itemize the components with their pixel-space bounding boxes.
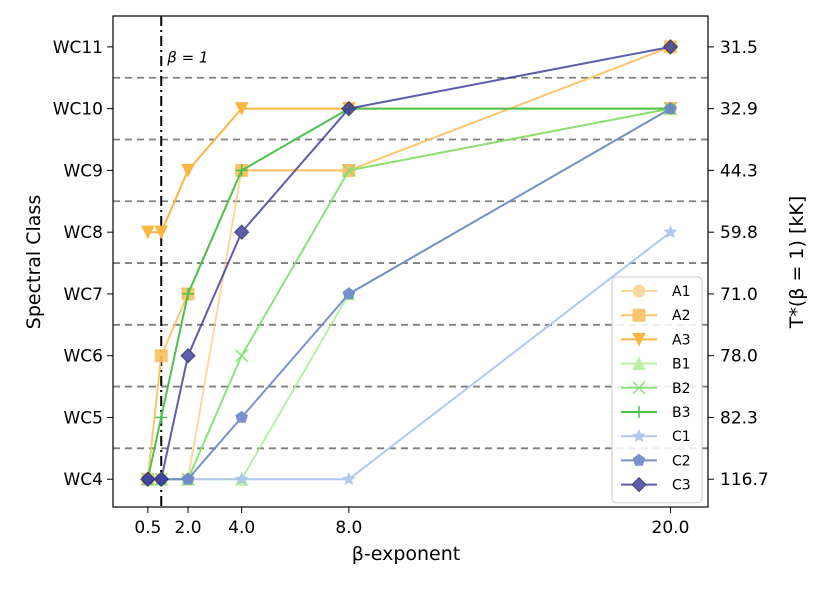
data-point-c3 bbox=[180, 347, 196, 364]
grid-lines bbox=[113, 76, 708, 450]
data-point-c2 bbox=[342, 287, 356, 300]
data-point-c2 bbox=[181, 472, 195, 485]
legend-marker bbox=[632, 428, 646, 443]
x-axis-label: β-exponent bbox=[352, 543, 461, 565]
legend-entry-c2 bbox=[621, 453, 657, 466]
data-point-c2 bbox=[664, 101, 677, 114]
data-point-c3 bbox=[233, 224, 250, 240]
y-tick-label-left: WC6 bbox=[64, 347, 104, 367]
y-tick-label-right: 59.8 bbox=[720, 223, 758, 243]
data-point-a3 bbox=[154, 225, 169, 240]
legend-label: A2 bbox=[672, 308, 690, 324]
y-tick-label-right: 31.5 bbox=[720, 38, 758, 58]
legend-label: B2 bbox=[672, 381, 691, 397]
series-line-a3 bbox=[147, 107, 671, 234]
series-b3 bbox=[141, 102, 677, 486]
data-point-a3 bbox=[234, 102, 249, 116]
left-axis-ticks: WC4 WC5 WC6 WC7 WC8 WC9 WC10 WC11 bbox=[53, 38, 113, 490]
data-point-c1 bbox=[234, 471, 249, 486]
plot-frame bbox=[112, 15, 709, 508]
data-point-a3 bbox=[181, 163, 195, 178]
legend-label: C3 bbox=[672, 478, 691, 494]
data-point-c1 bbox=[663, 224, 678, 239]
legend-entry-a2 bbox=[621, 308, 657, 322]
x-tick-label: 2.0 bbox=[175, 518, 202, 538]
legend-marker bbox=[632, 284, 646, 298]
series-a1 bbox=[141, 102, 677, 486]
data-point-c3 bbox=[662, 39, 679, 55]
legend: A1 A2 A3 B1 B2 B3 C1 C2 C3 bbox=[611, 276, 703, 504]
legend-label: B1 bbox=[672, 357, 691, 373]
y-tick-label-left: WC4 bbox=[64, 470, 104, 490]
data-point-b3 bbox=[182, 287, 195, 300]
series-group bbox=[140, 39, 679, 487]
legend-entry-c3 bbox=[621, 476, 657, 493]
series-line-c2 bbox=[147, 107, 671, 481]
x-tick-label: 4.0 bbox=[228, 518, 255, 538]
series-line-b3 bbox=[146, 107, 671, 480]
data-point-b3 bbox=[155, 411, 168, 424]
legend-marker bbox=[633, 406, 645, 418]
y-tick-label-left: WC7 bbox=[64, 285, 104, 305]
legend-entry-b1 bbox=[621, 356, 657, 371]
data-point-a3 bbox=[141, 225, 155, 240]
series-line-b1 bbox=[147, 107, 671, 481]
data-point-b3 bbox=[235, 164, 248, 177]
series-b1 bbox=[141, 101, 678, 486]
data-point-c3 bbox=[341, 100, 357, 117]
legend-entry-b2 bbox=[621, 381, 657, 395]
data-point-b2 bbox=[342, 163, 356, 177]
y-tick-label-right: 78.0 bbox=[720, 347, 758, 367]
x-tick-label: 0.5 bbox=[134, 518, 161, 538]
legend-label: A3 bbox=[672, 332, 690, 348]
y-tick-label-right: 116.7 bbox=[720, 470, 769, 490]
legend-label: A1 bbox=[672, 284, 690, 300]
data-point-c1 bbox=[341, 471, 356, 486]
legend-label: B3 bbox=[672, 405, 691, 421]
y-tick-label-left: WC8 bbox=[64, 223, 104, 243]
legend-entry-a3 bbox=[621, 332, 657, 347]
series-b2 bbox=[141, 102, 678, 486]
legend-entry-c1 bbox=[621, 428, 657, 443]
legend-marker bbox=[632, 356, 646, 371]
y-tick-label-right: 44.3 bbox=[720, 161, 758, 181]
right-axis-ticks: 116.7 82.3 78.0 71.0 59.8 44.3 32.9 31.5 bbox=[708, 38, 769, 490]
legend-marker bbox=[632, 308, 646, 322]
y-tick-label-right: 71.0 bbox=[720, 285, 758, 305]
y-tick-label-left: WC5 bbox=[64, 408, 104, 428]
legend-marker bbox=[632, 332, 646, 347]
data-point-c2 bbox=[235, 410, 248, 423]
legend-label: C1 bbox=[672, 429, 691, 445]
x-tick-label: 20.0 bbox=[652, 518, 690, 538]
series-line-b2 bbox=[147, 107, 671, 481]
series-c3 bbox=[140, 39, 679, 487]
legend-marker bbox=[631, 476, 647, 493]
x-tick-label: 8.0 bbox=[335, 518, 362, 538]
data-point-c3 bbox=[140, 471, 156, 487]
data-point-b2 bbox=[235, 349, 249, 363]
y-tick-label-right: 32.9 bbox=[720, 100, 758, 120]
data-point-c3 bbox=[153, 471, 169, 487]
series-line-a1 bbox=[147, 107, 671, 481]
y-tick-label-left: WC11 bbox=[53, 38, 103, 58]
y-tick-label-right: 82.3 bbox=[720, 408, 758, 428]
series-c1 bbox=[140, 224, 678, 486]
legend-marker bbox=[632, 381, 646, 395]
y-tick-label-left: WC10 bbox=[53, 100, 103, 120]
legend-label: C2 bbox=[672, 453, 691, 469]
data-point-a2 bbox=[154, 349, 168, 363]
legend-entry-b3 bbox=[621, 406, 657, 418]
right-axis-label: T*(β = 1) [kK] bbox=[786, 196, 808, 329]
left-axis-label: Spectral Class bbox=[23, 195, 45, 329]
legend-entry-a1 bbox=[621, 284, 657, 298]
legend-marker bbox=[632, 453, 646, 466]
beta-annotation: β = 1 bbox=[166, 48, 208, 66]
y-tick-label-left: WC9 bbox=[64, 161, 104, 181]
x-axis-ticks: 0.5 2.0 4.0 8.0 20.0 bbox=[134, 507, 689, 538]
